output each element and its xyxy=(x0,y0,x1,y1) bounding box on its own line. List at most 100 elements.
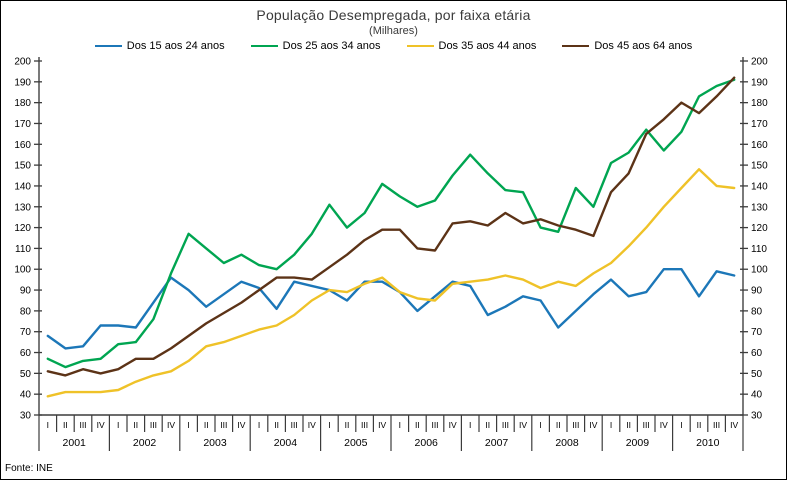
svg-text:IV: IV xyxy=(378,420,386,430)
svg-text:130: 130 xyxy=(751,202,768,213)
y-axis-left: 30 40 50 60 70 80 90 100 110 120 130 140 150 160 170 18… xyxy=(14,57,42,422)
svg-text:2010: 2010 xyxy=(696,437,720,449)
svg-text:30: 30 xyxy=(20,411,32,422)
legend-line-swatch-25-34 xyxy=(250,45,278,47)
svg-text:2008: 2008 xyxy=(555,437,579,449)
svg-text:III: III xyxy=(361,420,368,430)
svg-text:50: 50 xyxy=(751,369,763,380)
svg-text:70: 70 xyxy=(751,327,763,338)
svg-text:100: 100 xyxy=(751,265,768,276)
svg-text:2007: 2007 xyxy=(485,437,509,449)
svg-text:II: II xyxy=(274,420,279,430)
svg-text:110: 110 xyxy=(15,244,31,255)
svg-text:2002: 2002 xyxy=(133,437,157,449)
svg-text:III: III xyxy=(572,420,579,430)
svg-text:I: I xyxy=(610,420,612,430)
svg-text:160: 160 xyxy=(751,140,768,151)
svg-text:III: III xyxy=(431,420,438,430)
svg-text:180: 180 xyxy=(751,98,768,109)
svg-text:200: 200 xyxy=(751,57,768,68)
legend-label-15-24: Dos 15 aos 24 anos xyxy=(126,40,225,52)
svg-text:II: II xyxy=(204,420,209,430)
svg-text:2005: 2005 xyxy=(344,437,368,449)
series-line-dos-15-aos-24-anos xyxy=(46,268,736,350)
legend-line-swatch-45-64 xyxy=(562,45,590,47)
legend-item-15-24: Dos 15 aos 24 anos xyxy=(94,40,225,52)
x-axis: I II III IV I II III IV I II III IV I II III IV I II III IV… xyxy=(38,414,744,451)
svg-text:150: 150 xyxy=(14,161,31,172)
svg-text:IV: IV xyxy=(449,420,457,430)
svg-text:120: 120 xyxy=(751,223,768,234)
svg-text:40: 40 xyxy=(751,390,763,401)
svg-text:II: II xyxy=(626,420,631,430)
series-line-dos-25-aos-34-anos xyxy=(46,78,736,369)
svg-text:II: II xyxy=(485,420,490,430)
svg-text:2004: 2004 xyxy=(274,437,298,449)
svg-text:140: 140 xyxy=(14,181,31,192)
svg-text:110: 110 xyxy=(751,244,767,255)
svg-text:70: 70 xyxy=(20,327,32,338)
svg-text:170: 170 xyxy=(14,119,31,130)
svg-text:140: 140 xyxy=(751,181,768,192)
legend-label-45-64: Dos 45 aos 64 anos xyxy=(594,40,693,52)
svg-text:80: 80 xyxy=(751,306,763,317)
svg-text:150: 150 xyxy=(751,161,768,172)
svg-text:2009: 2009 xyxy=(626,437,650,449)
svg-text:IV: IV xyxy=(660,420,668,430)
svg-text:I: I xyxy=(399,420,401,430)
svg-text:II: II xyxy=(415,420,420,430)
svg-text:IV: IV xyxy=(237,420,245,430)
svg-text:III: III xyxy=(150,420,157,430)
svg-text:160: 160 xyxy=(14,140,31,151)
svg-text:120: 120 xyxy=(14,223,31,234)
legend-item-25-34: Dos 25 aos 34 anos xyxy=(250,40,381,52)
svg-text:I: I xyxy=(117,420,119,430)
series-line-dos-35-aos-44-anos xyxy=(46,168,736,398)
svg-text:III: III xyxy=(502,420,509,430)
source-note: Fonte: INE xyxy=(5,463,53,474)
svg-text:2003: 2003 xyxy=(203,437,227,449)
series-line-dos-45-aos-64-anos xyxy=(46,76,736,377)
svg-text:II: II xyxy=(63,420,68,430)
svg-text:IV: IV xyxy=(589,420,597,430)
svg-text:I: I xyxy=(680,420,682,430)
svg-text:I: I xyxy=(258,420,260,430)
svg-text:80: 80 xyxy=(20,306,32,317)
svg-text:200: 200 xyxy=(14,57,31,68)
svg-text:III: III xyxy=(220,420,227,430)
svg-text:190: 190 xyxy=(751,77,768,88)
svg-text:III: III xyxy=(643,420,650,430)
svg-text:170: 170 xyxy=(751,119,768,130)
legend-label-35-44: Dos 35 aos 44 anos xyxy=(438,40,537,52)
chart-legend: Dos 15 aos 24 anos Dos 25 aos 34 anos Do… xyxy=(1,40,786,52)
svg-text:2006: 2006 xyxy=(415,437,439,449)
svg-text:III: III xyxy=(79,420,86,430)
legend-line-swatch-15-24 xyxy=(94,45,122,47)
svg-text:190: 190 xyxy=(14,77,31,88)
svg-text:II: II xyxy=(345,420,350,430)
legend-label-25-34: Dos 25 aos 34 anos xyxy=(282,40,381,52)
svg-text:130: 130 xyxy=(14,202,31,213)
svg-text:III: III xyxy=(291,420,298,430)
svg-text:IV: IV xyxy=(519,420,527,430)
legend-line-swatch-35-44 xyxy=(406,45,434,47)
svg-text:I: I xyxy=(187,420,189,430)
legend-item-35-44: Dos 35 aos 44 anos xyxy=(406,40,537,52)
svg-text:II: II xyxy=(697,420,702,430)
svg-text:IV: IV xyxy=(308,420,316,430)
svg-text:50: 50 xyxy=(20,369,32,380)
svg-text:II: II xyxy=(133,420,138,430)
svg-text:I: I xyxy=(328,420,330,430)
svg-text:60: 60 xyxy=(20,348,32,359)
svg-text:I: I xyxy=(469,420,471,430)
svg-text:III: III xyxy=(713,420,720,430)
svg-text:60: 60 xyxy=(751,348,763,359)
svg-text:30: 30 xyxy=(751,411,763,422)
svg-text:90: 90 xyxy=(20,286,32,297)
svg-text:I: I xyxy=(47,420,49,430)
svg-text:2001: 2001 xyxy=(63,437,87,449)
svg-text:II: II xyxy=(556,420,561,430)
svg-text:IV: IV xyxy=(167,420,175,430)
chart-title: População Desempregada, por faixa etária xyxy=(256,7,531,23)
